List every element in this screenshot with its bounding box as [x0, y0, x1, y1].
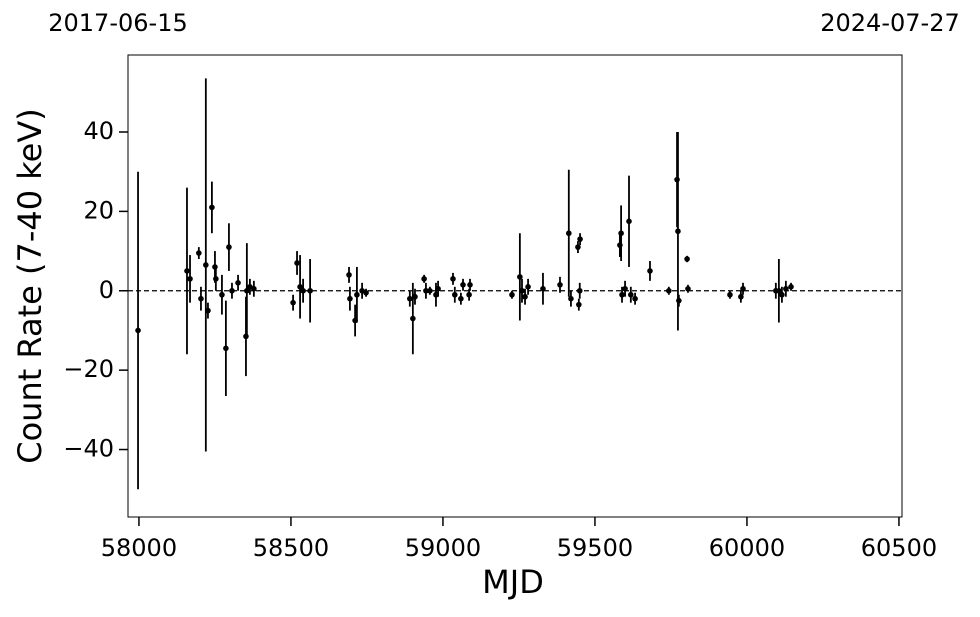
y-axis-label: Count Rate (7-40 keV) — [11, 108, 49, 463]
data-point — [290, 299, 296, 306]
data-point — [452, 291, 458, 298]
data-point — [213, 276, 219, 282]
data-point — [776, 287, 782, 294]
data-point — [519, 287, 525, 294]
y-tick-label: 40 — [83, 117, 114, 145]
data-point — [135, 327, 141, 334]
data-point — [675, 228, 681, 235]
y-tick-label: 0 — [99, 276, 114, 304]
data-point — [363, 289, 369, 296]
data-point — [674, 176, 680, 183]
data-point — [727, 291, 733, 298]
data-point — [783, 285, 789, 292]
data-point — [427, 287, 433, 294]
data-point — [347, 295, 353, 302]
data-point — [576, 287, 583, 294]
data-point — [517, 274, 523, 280]
data-point — [435, 285, 441, 292]
data-point — [203, 262, 209, 268]
data-point — [779, 291, 785, 298]
data-point — [509, 291, 515, 298]
data-point — [460, 282, 466, 288]
data-point — [568, 295, 574, 302]
x-tick-label: 60000 — [709, 534, 785, 562]
data-point — [294, 260, 300, 266]
data-point — [297, 283, 303, 290]
data-point — [209, 204, 215, 211]
data-point — [307, 287, 313, 294]
data-point — [576, 301, 582, 308]
x-tick-label: 58000 — [101, 534, 177, 562]
data-point — [223, 345, 229, 352]
x-tick-label: 59500 — [557, 534, 633, 562]
data-point — [676, 297, 682, 304]
y-tick-label: −40 — [63, 435, 114, 463]
data-point — [300, 287, 306, 294]
data-point — [450, 276, 456, 282]
data-point — [184, 268, 190, 274]
data-point — [235, 280, 241, 286]
data-point — [788, 283, 794, 290]
data-point — [628, 291, 634, 298]
data-point — [557, 282, 563, 288]
data-point — [243, 333, 249, 340]
data-point — [410, 315, 416, 322]
data-point — [540, 285, 546, 292]
data-point — [618, 230, 624, 237]
data-point — [205, 307, 211, 314]
data-point — [577, 236, 583, 242]
data-point — [632, 295, 638, 302]
data-point — [346, 272, 352, 278]
x-tick-label: 59000 — [405, 534, 481, 562]
data-point — [219, 291, 225, 298]
data-point — [412, 293, 418, 300]
data-point — [251, 285, 257, 292]
data-point — [684, 256, 690, 262]
start-date: 2017-06-15 — [48, 9, 187, 37]
data-point — [566, 230, 572, 237]
x-axis-label: MJD — [482, 563, 544, 601]
data-point — [666, 287, 672, 294]
data-point — [622, 285, 628, 292]
data-point — [458, 295, 464, 302]
data-point — [421, 276, 427, 282]
data-point — [467, 282, 473, 288]
data-point — [198, 295, 204, 302]
data-point — [212, 264, 218, 270]
y-tick-label: 20 — [83, 196, 114, 224]
data-point — [244, 287, 250, 294]
data-point — [354, 291, 360, 298]
data-point — [647, 268, 653, 274]
data-point — [626, 218, 632, 225]
x-tick-label: 60500 — [861, 534, 937, 562]
plot-frame — [127, 54, 903, 518]
data-point — [525, 283, 531, 290]
data-point — [619, 291, 625, 298]
y-tick-label: −20 — [63, 355, 114, 383]
end-date: 2024-07-27 — [820, 9, 959, 37]
x-tick-label: 58500 — [253, 534, 329, 562]
data-point — [187, 276, 193, 282]
data-point — [229, 287, 235, 294]
data-point — [196, 250, 202, 256]
data-point — [407, 295, 413, 302]
data-point — [738, 293, 744, 300]
data-point — [423, 287, 429, 294]
data-point — [740, 285, 746, 292]
data-point — [226, 244, 232, 250]
data-point — [522, 293, 528, 300]
data-point — [466, 291, 472, 298]
data-point — [685, 285, 691, 292]
data-point — [575, 244, 581, 250]
